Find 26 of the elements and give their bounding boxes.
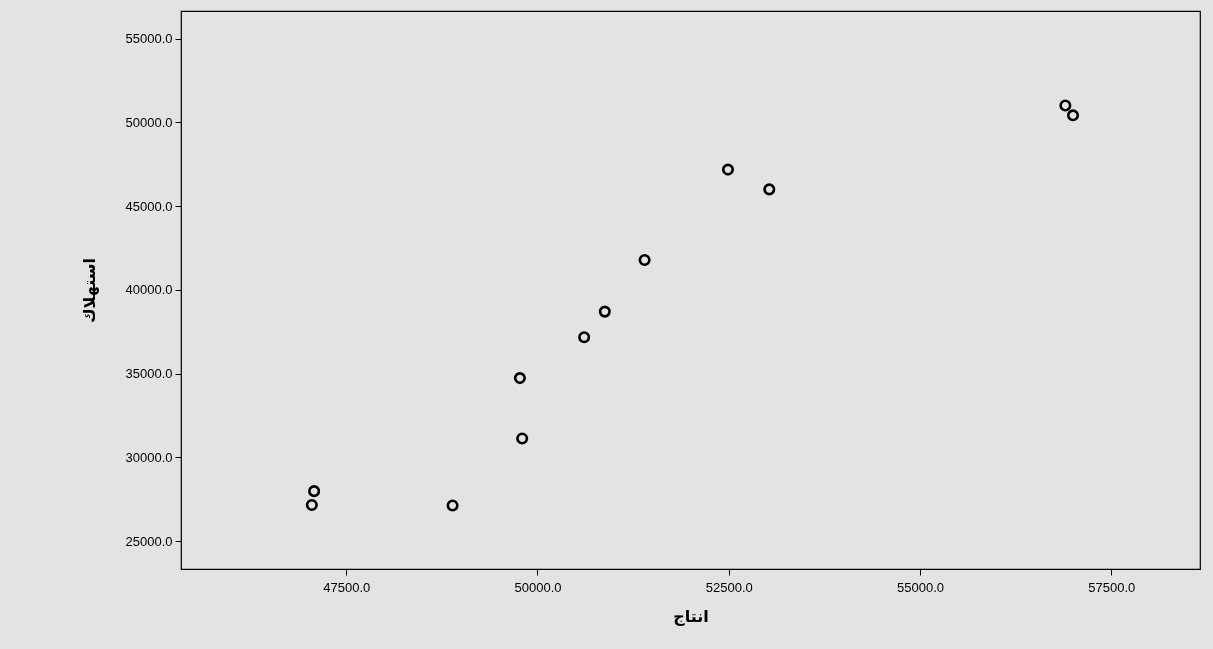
point: [1066, 109, 1080, 122]
point: [305, 498, 318, 512]
y-tick-label: 40000.0: [125, 282, 173, 298]
y-tick-label: 50000.0: [125, 114, 173, 130]
y-tick-label: 25000.0: [125, 533, 173, 549]
y-tick-label: 55000.0: [125, 31, 173, 47]
x-tick-label: 50000.0: [514, 579, 562, 595]
point: [638, 253, 651, 267]
x-axis-title: انتاج: [673, 606, 709, 626]
point: [721, 163, 735, 176]
point: [308, 485, 321, 498]
point: [446, 499, 459, 512]
x-tick-label: 47500.0: [323, 579, 371, 595]
y-tick-label: 45000.0: [125, 198, 173, 214]
point: [763, 183, 776, 196]
point: [1059, 99, 1072, 112]
x-tick-label: 52500.0: [705, 579, 753, 595]
point: [578, 331, 591, 344]
point: [513, 372, 526, 385]
y-axis-title: استهلاك: [79, 257, 99, 324]
y-tick-label: 30000.0: [125, 449, 173, 465]
x-tick-label: 57500.0: [1088, 579, 1136, 595]
point: [598, 305, 611, 318]
y-tick-label: 35000.0: [125, 366, 173, 382]
point: [516, 432, 529, 445]
x-tick-label: 55000.0: [897, 579, 944, 595]
